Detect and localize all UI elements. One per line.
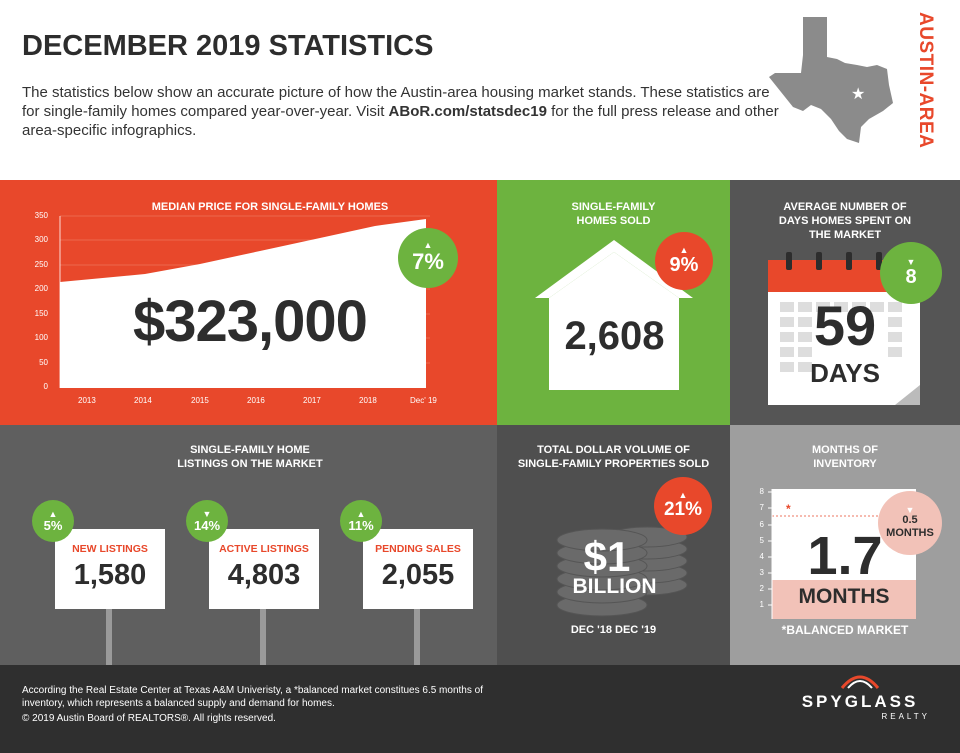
x-tick: 2017 [303, 396, 321, 405]
y-tick: 250 [34, 260, 48, 269]
days-on-market-title: AVERAGE NUMBER OF DAYS HOMES SPENT ON TH… [778, 201, 912, 241]
coins-icon [556, 526, 688, 617]
y-tick: 350 [34, 211, 48, 220]
inventory-change-badge: ▼ 0.5 MONTHS [878, 491, 942, 555]
median-price-title: MEDIAN PRICE FOR SINGLE-FAMILY HOMES [151, 201, 389, 213]
footer-copyright: © 2019 Austin Board of REALTORS®. All ri… [22, 713, 276, 724]
intro-link[interactable]: ABoR.com/statsdec19 [388, 103, 547, 120]
sign-new-listings: NEW LISTINGS 1,580 [55, 529, 165, 609]
median-price-change: 7% [412, 249, 444, 274]
median-price-panel: MEDIAN PRICE FOR SINGLE-FAMILY HOMES 350… [0, 180, 497, 425]
x-tick: 2018 [359, 396, 377, 405]
inventory-unit: MONTHS [798, 585, 890, 608]
days-change: 8 [905, 265, 917, 288]
homes-sold-value: 2,608 [564, 314, 665, 358]
inv-y-tick: 8 [759, 487, 764, 496]
intro-text-post: for the full press release and other are… [22, 103, 779, 139]
sign-post [414, 609, 420, 665]
star-icon: ★ [851, 84, 865, 103]
x-tick: 2013 [78, 396, 96, 405]
texas-map-icon: ★ [769, 17, 893, 143]
spyglass-logo-icon [840, 675, 880, 689]
inventory-panel: MONTHS OF INVENTORY 8 7 6 5 4 3 2 1 * 1.… [730, 425, 960, 665]
inventory-title: MONTHS OF INVENTORY [812, 444, 878, 470]
inv-y-tick: 4 [759, 552, 764, 561]
down-arrow-icon: ▼ [202, 508, 212, 519]
median-price-change-badge: ▲ 7% [398, 228, 458, 288]
new-listings-change-badge: ▲ 5% [32, 500, 74, 542]
up-arrow-icon: ▲ [678, 490, 688, 500]
up-arrow-icon: ▲ [679, 244, 689, 255]
active-listings-change-badge: ▼ 14% [186, 500, 228, 542]
x-tick: 2016 [247, 396, 265, 405]
x-tick: 2014 [134, 396, 152, 405]
sign-active-listings: ACTIVE LISTINGS 4,803 [209, 529, 319, 609]
price-area [60, 219, 426, 388]
intro-text: The statistics below show an accurate pi… [22, 83, 782, 140]
intro-text-pre: The statistics below show an accurate pi… [22, 84, 770, 120]
balanced-market-note: *BALANCED MARKET [781, 623, 909, 637]
y-tick: 100 [34, 333, 48, 342]
inv-y-tick: 1 [759, 600, 764, 609]
inventory-value: 1.7 [807, 526, 883, 586]
homes-sold-change: 9% [669, 253, 699, 276]
y-tick: 50 [39, 358, 48, 367]
sign-post [106, 609, 112, 665]
dollar-volume-title: TOTAL DOLLAR VOLUME OF SINGLE-FAMILY PRO… [517, 444, 710, 470]
listings-panel: SINGLE-FAMILY HOME LISTINGS ON THE MARKE… [0, 425, 497, 665]
listings-title: SINGLE-FAMILY HOME LISTINGS ON THE MARKE… [177, 444, 323, 470]
balanced-asterisk: * [786, 502, 791, 516]
x-tick: 2015 [191, 396, 209, 405]
days-unit: DAYS [810, 358, 880, 388]
dollar-volume-unit: BILLION [572, 575, 657, 598]
days-value: 59 [813, 294, 877, 357]
days-change-badge: ▼ 8 [880, 242, 942, 304]
brand-name: SPYGLASS [801, 692, 919, 711]
pending-sales-change-badge: ▲ 11% [340, 500, 382, 542]
y-tick: 0 [43, 382, 48, 391]
up-arrow-icon: ▲ [48, 508, 58, 519]
dollar-volume-change-badge: ▲ 21% [654, 477, 712, 535]
y-tick: 200 [34, 284, 48, 293]
inv-y-tick: 7 [759, 503, 764, 512]
median-price-chart [59, 215, 430, 388]
dollar-volume-value: $1 [583, 533, 631, 580]
footer-note: According the Real Estate Center at Texa… [22, 685, 483, 709]
x-tick: Dec' 19 [410, 396, 437, 405]
homes-sold-panel: SINGLE-FAMILY HOMES SOLD 2,608 ▲ 9% [497, 180, 730, 425]
sign-pending-sales: PENDING SALES 2,055 [363, 529, 473, 609]
up-arrow-icon: ▲ [423, 240, 433, 250]
inv-y-tick: 2 [759, 584, 764, 593]
down-arrow-icon: ▼ [906, 256, 916, 267]
dollar-volume-period: DEC '18 DEC '19 [570, 624, 657, 636]
region-label: AUSTIN-AREA [915, 12, 936, 149]
footer [0, 665, 960, 753]
page-title: DECEMBER 2019 STATISTICS [22, 30, 434, 62]
dollar-volume-panel: TOTAL DOLLAR VOLUME OF SINGLE-FAMILY PRO… [497, 425, 730, 665]
brand-sub: REALTY [881, 712, 930, 721]
sign-post [260, 609, 266, 665]
y-tick: 150 [34, 309, 48, 318]
inv-y-tick: 3 [759, 568, 764, 577]
inv-y-tick: 6 [759, 520, 764, 529]
days-on-market-panel: AVERAGE NUMBER OF DAYS HOMES SPENT ON TH… [730, 180, 960, 425]
homes-sold-change-badge: ▲ 9% [655, 232, 713, 290]
inv-y-tick: 5 [759, 536, 764, 545]
dollar-volume-change: 21% [663, 499, 703, 520]
homes-sold-title: SINGLE-FAMILY HOMES SOLD [571, 201, 656, 227]
down-arrow-icon: ▼ [905, 505, 915, 515]
median-price-value: $323,000 [133, 289, 368, 354]
up-arrow-icon: ▲ [356, 508, 366, 519]
house-icon [535, 240, 693, 390]
y-tick: 300 [34, 235, 48, 244]
